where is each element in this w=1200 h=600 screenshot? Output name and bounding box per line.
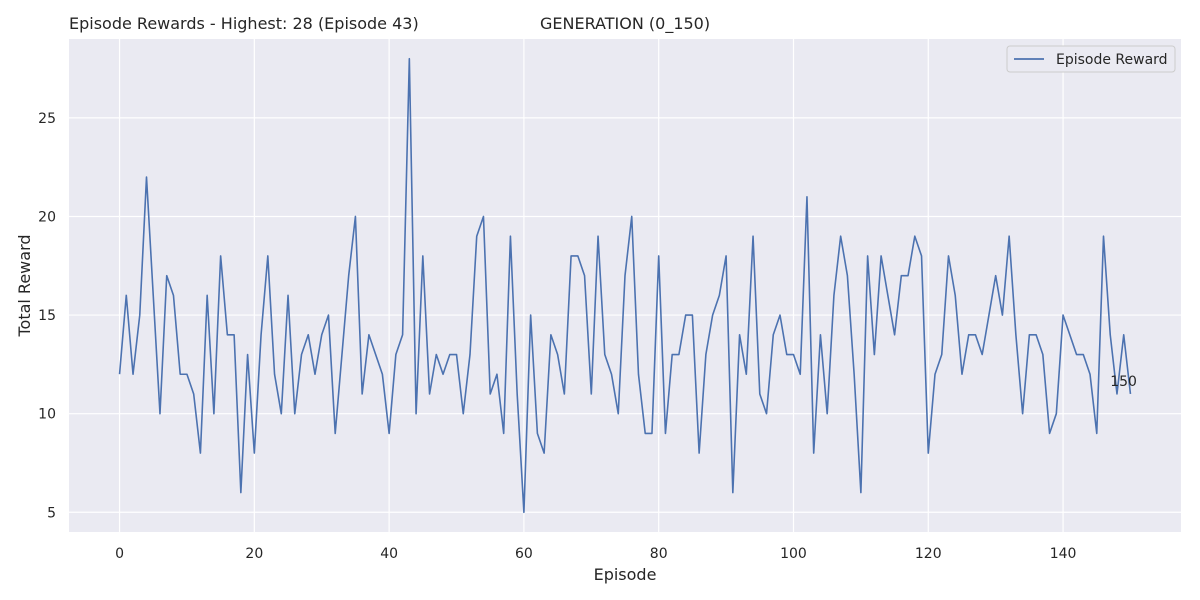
x-tick-label: 140 [1050, 546, 1077, 562]
x-tick-label: 60 [515, 546, 533, 562]
x-axis-label: Episode [594, 565, 657, 584]
legend: Episode Reward [1006, 45, 1176, 73]
grid-lines [69, 39, 1181, 532]
y-tick-label: 15 [38, 308, 56, 324]
legend-label: Episode Reward [1056, 52, 1168, 68]
y-axis-label: Total Reward [15, 234, 34, 337]
y-tick-label: 10 [38, 407, 56, 423]
y-tick-label: 20 [38, 209, 56, 225]
generation-title: GENERATION (0_150) [540, 14, 711, 33]
chart-title: Episode Rewards - Highest: 28 (Episode 4… [69, 14, 419, 33]
series-line-episode-reward [118, 57, 1132, 514]
x-tick-label: 40 [380, 546, 398, 562]
y-tick-label: 25 [38, 111, 56, 127]
annotation-label: 150 [1110, 374, 1137, 390]
x-tick-label: 0 [115, 546, 124, 562]
x-tick-label: 20 [245, 546, 263, 562]
x-tick-label: 80 [650, 546, 668, 562]
x-tick-label: 120 [915, 546, 942, 562]
y-tick-label: 5 [47, 505, 56, 521]
x-tick-label: 100 [780, 546, 807, 562]
y-tick-labels: 5 10 15 20 25 [38, 111, 56, 521]
annotations: 150 [1110, 374, 1137, 390]
x-tick-labels: 0 20 40 60 80 100 120 140 [115, 546, 1076, 562]
legend-box [1006, 45, 1176, 73]
